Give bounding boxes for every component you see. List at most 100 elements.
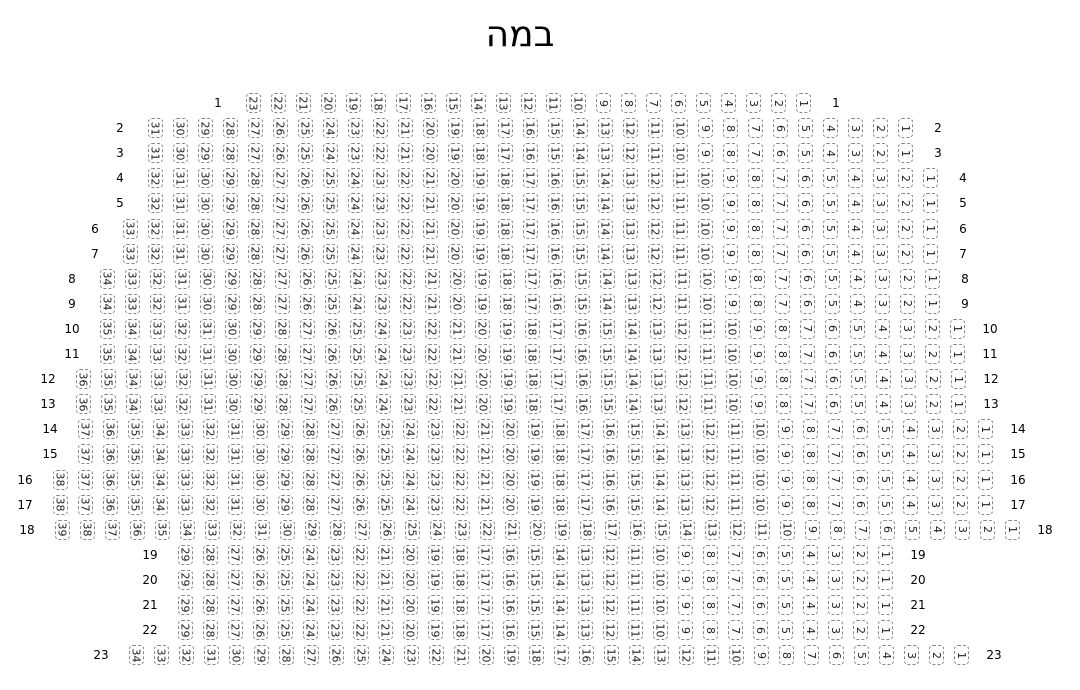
seat[interactable]: 34 <box>124 318 140 339</box>
seat[interactable]: 26 <box>272 118 288 139</box>
seat[interactable]: 7 <box>799 344 815 364</box>
seat[interactable]: 22 <box>352 620 368 641</box>
seat[interactable]: 20 <box>447 168 463 189</box>
seat[interactable]: 27 <box>274 293 290 314</box>
seat[interactable]: 37 <box>77 419 93 440</box>
seat[interactable]: 29 <box>224 268 240 289</box>
seat[interactable]: 8 <box>749 268 765 289</box>
seat[interactable]: 21 <box>477 419 493 440</box>
seat[interactable]: 29 <box>250 369 266 390</box>
seat[interactable]: 31 <box>203 645 219 666</box>
seat[interactable]: 8 <box>702 595 718 615</box>
seat[interactable]: 7 <box>727 620 743 641</box>
seat[interactable]: 19 <box>472 218 488 239</box>
seat[interactable]: 22 <box>452 469 468 490</box>
seat[interactable]: 11 <box>703 645 719 666</box>
seat[interactable]: 7 <box>827 469 843 490</box>
seat[interactable]: 14 <box>625 369 641 390</box>
seat[interactable]: 25 <box>322 243 338 264</box>
seat[interactable]: 26 <box>252 569 268 590</box>
seat[interactable]: 28 <box>249 268 265 289</box>
seat[interactable]: 7 <box>645 93 661 113</box>
seat[interactable]: 12 <box>702 444 718 465</box>
seat[interactable]: 29 <box>222 243 238 264</box>
seat[interactable]: 20 <box>402 595 418 615</box>
seat[interactable]: 4 <box>802 569 818 590</box>
seat[interactable]: 3 <box>927 469 943 490</box>
seat[interactable]: 30 <box>224 318 240 339</box>
seat[interactable]: 8 <box>702 544 718 565</box>
seat[interactable]: 30 <box>279 519 295 540</box>
seat[interactable]: 23 <box>347 118 363 139</box>
seat[interactable]: 32 <box>174 318 190 339</box>
seat[interactable]: 23 <box>454 519 470 540</box>
seat[interactable]: 16 <box>522 118 538 139</box>
seat[interactable]: 25 <box>377 494 393 515</box>
seat[interactable]: 15 <box>572 218 588 239</box>
seat[interactable]: 24 <box>374 344 390 364</box>
seat[interactable]: 13 <box>649 344 665 364</box>
seat[interactable]: 18 <box>552 469 568 490</box>
seat[interactable]: 16 <box>502 620 518 641</box>
seat[interactable]: 14 <box>572 118 588 139</box>
seat[interactable]: 18 <box>524 318 540 339</box>
seat[interactable]: 20 <box>502 494 518 515</box>
seat[interactable]: 7 <box>827 419 843 440</box>
seat[interactable]: 34 <box>128 645 144 666</box>
seat[interactable]: 25 <box>322 218 338 239</box>
seat[interactable]: 8 <box>747 193 763 214</box>
seat[interactable]: 22 <box>425 394 441 415</box>
seat[interactable]: 16 <box>575 394 591 415</box>
seat[interactable]: 17 <box>522 243 538 264</box>
seat[interactable]: 6 <box>797 243 813 264</box>
seat[interactable]: 21 <box>477 494 493 515</box>
seat[interactable]: 7 <box>800 394 816 415</box>
seat[interactable]: 1 <box>897 118 913 139</box>
seat[interactable]: 21 <box>422 218 438 239</box>
seat[interactable]: 16 <box>420 93 436 113</box>
seat[interactable]: 32 <box>149 268 165 289</box>
seat[interactable]: 17 <box>395 93 411 113</box>
seat[interactable]: 11 <box>672 218 688 239</box>
seat[interactable]: 5 <box>695 93 711 113</box>
seat[interactable]: 18 <box>370 93 386 113</box>
seat[interactable]: 30 <box>252 469 268 490</box>
seat[interactable]: 19 <box>554 519 570 540</box>
seat[interactable]: 1 <box>897 143 913 164</box>
seat[interactable]: 10 <box>725 394 741 415</box>
seat[interactable]: 8 <box>620 93 636 113</box>
seat[interactable]: 12 <box>622 143 638 164</box>
seat[interactable]: 23 <box>347 143 363 164</box>
seat[interactable]: 23 <box>245 93 261 113</box>
seat[interactable]: 19 <box>447 118 463 139</box>
seat[interactable]: 19 <box>503 645 519 666</box>
seat[interactable]: 27 <box>272 243 288 264</box>
seat[interactable]: 11 <box>699 318 715 339</box>
seat[interactable]: 14 <box>624 344 640 364</box>
seat[interactable]: 25 <box>324 268 340 289</box>
seat[interactable]: 7 <box>747 143 763 164</box>
seat[interactable]: 3 <box>900 394 916 415</box>
seat[interactable]: 17 <box>550 394 566 415</box>
seat[interactable]: 27 <box>227 620 243 641</box>
seat[interactable]: 27 <box>299 344 315 364</box>
seat[interactable]: 6 <box>752 544 768 565</box>
seat[interactable]: 14 <box>597 168 613 189</box>
seat[interactable]: 28 <box>202 569 218 590</box>
seat[interactable]: 1 <box>977 419 993 440</box>
seat[interactable]: 22 <box>399 268 415 289</box>
seat[interactable]: 20 <box>478 645 494 666</box>
seat[interactable]: 5 <box>877 444 893 465</box>
seat[interactable]: 10 <box>752 494 768 515</box>
seat[interactable]: 32 <box>147 218 163 239</box>
seat[interactable]: 20 <box>475 394 491 415</box>
seat[interactable]: 3 <box>827 544 843 565</box>
seat[interactable]: 7 <box>827 444 843 465</box>
seat[interactable]: 28 <box>202 595 218 615</box>
seat[interactable]: 6 <box>852 444 868 465</box>
seat[interactable]: 17 <box>577 494 593 515</box>
seat[interactable]: 8 <box>775 369 791 390</box>
seat[interactable]: 27 <box>272 193 288 214</box>
seat[interactable]: 9 <box>677 620 693 641</box>
seat[interactable]: 2 <box>897 168 913 189</box>
